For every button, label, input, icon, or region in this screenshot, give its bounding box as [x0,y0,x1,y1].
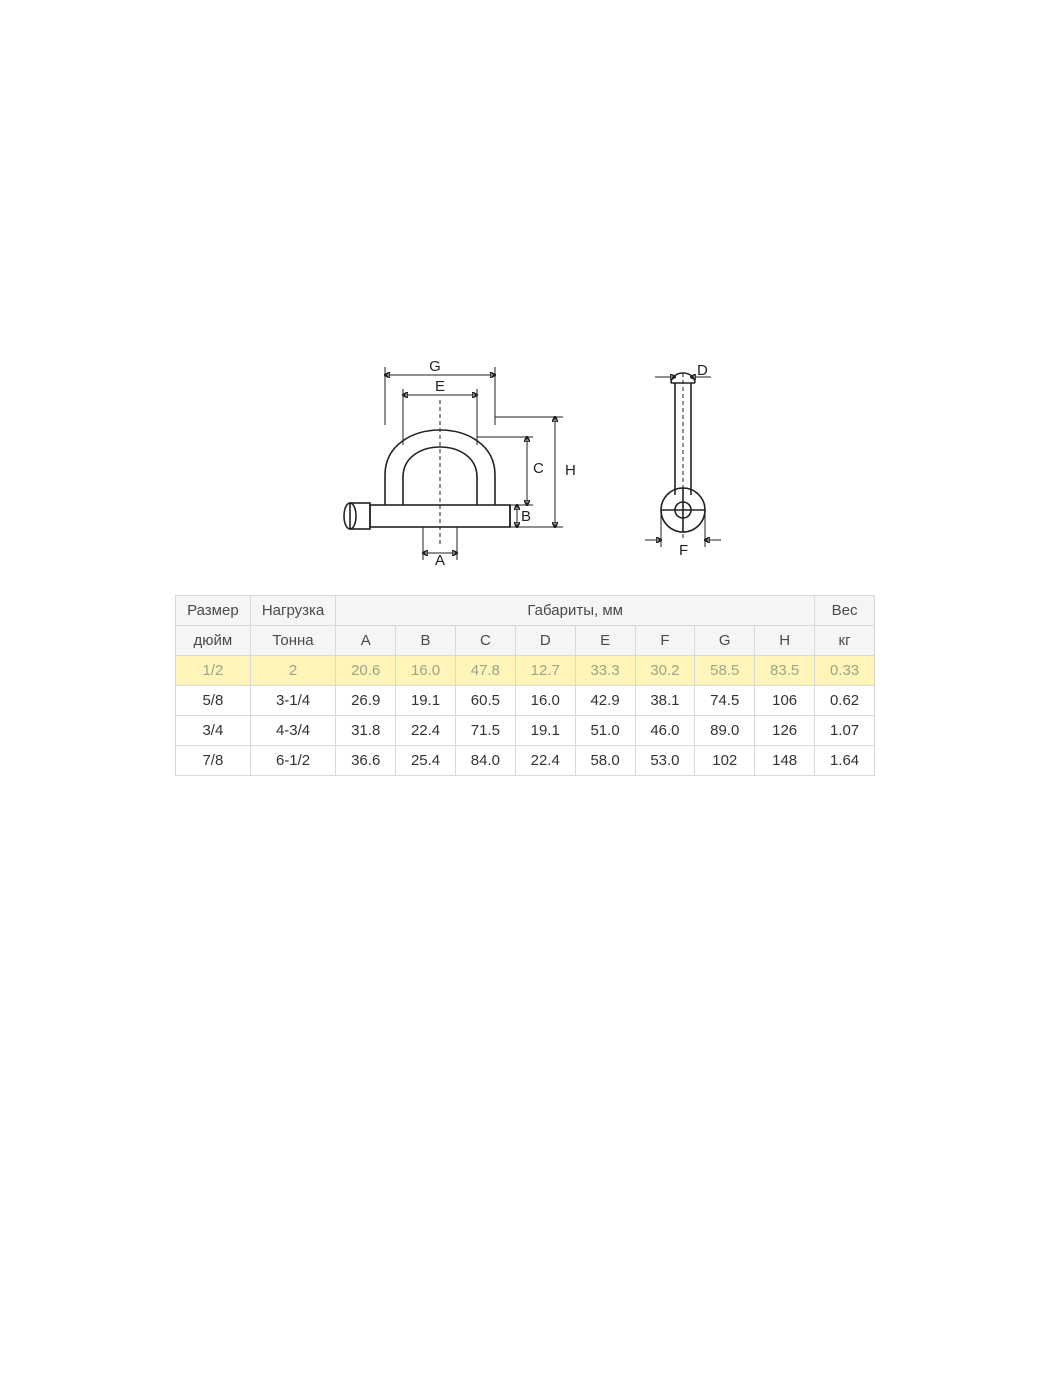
hdr-size: Размер [176,596,251,626]
cell-C: 71.5 [455,716,515,746]
cell-F: 53.0 [635,746,695,776]
cell-D: 22.4 [515,746,575,776]
cell-wt: 1.07 [815,716,875,746]
table-row: 1/2220.616.047.812.733.330.258.583.50.33 [176,656,875,686]
cell-B: 22.4 [396,716,456,746]
hdr-E: E [575,626,635,656]
cell-D: 12.7 [515,656,575,686]
table-row: 5/83-1/426.919.160.516.042.938.174.51060… [176,686,875,716]
cell-G: 58.5 [695,656,755,686]
cell-E: 42.9 [575,686,635,716]
cell-H: 148 [755,746,815,776]
cell-size: 3/4 [176,716,251,746]
label-D: D [697,362,708,379]
cell-C: 60.5 [455,686,515,716]
cell-A: 31.8 [336,716,396,746]
table-row: 3/44-3/431.822.471.519.151.046.089.01261… [176,716,875,746]
cell-E: 51.0 [575,716,635,746]
table-body: 1/2220.616.047.812.733.330.258.583.50.33… [176,656,875,776]
hdr-weight: Вес [815,596,875,626]
table-header: Размер Нагрузка Габариты, мм Вес дюйм То… [176,596,875,656]
hdr-load: Нагрузка [250,596,335,626]
cell-A: 26.9 [336,686,396,716]
hdr-H: H [755,626,815,656]
hdr-load-unit: Тонна [250,626,335,656]
hdr-G: G [695,626,755,656]
cell-E: 33.3 [575,656,635,686]
hdr-D: D [515,626,575,656]
cell-load: 6-1/2 [250,746,335,776]
label-A: A [435,552,445,565]
cell-G: 74.5 [695,686,755,716]
cell-H: 83.5 [755,656,815,686]
hdr-weight-unit: кг [815,626,875,656]
spec-table: Размер Нагрузка Габариты, мм Вес дюйм То… [175,595,875,776]
cell-D: 16.0 [515,686,575,716]
label-H: H [565,462,576,479]
page: G E A H C [0,0,1050,776]
cell-H: 106 [755,686,815,716]
table-row: 7/86-1/236.625.484.022.458.053.01021481.… [176,746,875,776]
cell-B: 25.4 [396,746,456,776]
cell-size: 1/2 [176,656,251,686]
cell-A: 20.6 [336,656,396,686]
diagram-region: G E A H C [0,355,1050,565]
cell-G: 102 [695,746,755,776]
label-F: F [679,542,688,559]
cell-F: 38.1 [635,686,695,716]
cell-E: 58.0 [575,746,635,776]
cell-load: 4-3/4 [250,716,335,746]
cell-B: 19.1 [396,686,456,716]
hdr-B: B [396,626,456,656]
hdr-dims: Габариты, мм [336,596,815,626]
hdr-size-unit: дюйм [176,626,251,656]
cell-size: 7/8 [176,746,251,776]
hdr-F: F [635,626,695,656]
label-G: G [429,358,441,375]
label-C: C [533,460,544,477]
cell-C: 84.0 [455,746,515,776]
cell-wt: 1.64 [815,746,875,776]
cell-D: 19.1 [515,716,575,746]
label-B: B [521,508,531,525]
cell-load: 2 [250,656,335,686]
cell-C: 47.8 [455,656,515,686]
cell-wt: 0.33 [815,656,875,686]
label-E: E [435,378,445,395]
cell-size: 5/8 [176,686,251,716]
cell-wt: 0.62 [815,686,875,716]
shackle-diagram: G E A H C [295,355,755,565]
hdr-C: C [455,626,515,656]
cell-B: 16.0 [396,656,456,686]
cell-load: 3-1/4 [250,686,335,716]
cell-F: 30.2 [635,656,695,686]
cell-G: 89.0 [695,716,755,746]
cell-F: 46.0 [635,716,695,746]
cell-A: 36.6 [336,746,396,776]
cell-H: 126 [755,716,815,746]
hdr-A: A [336,626,396,656]
